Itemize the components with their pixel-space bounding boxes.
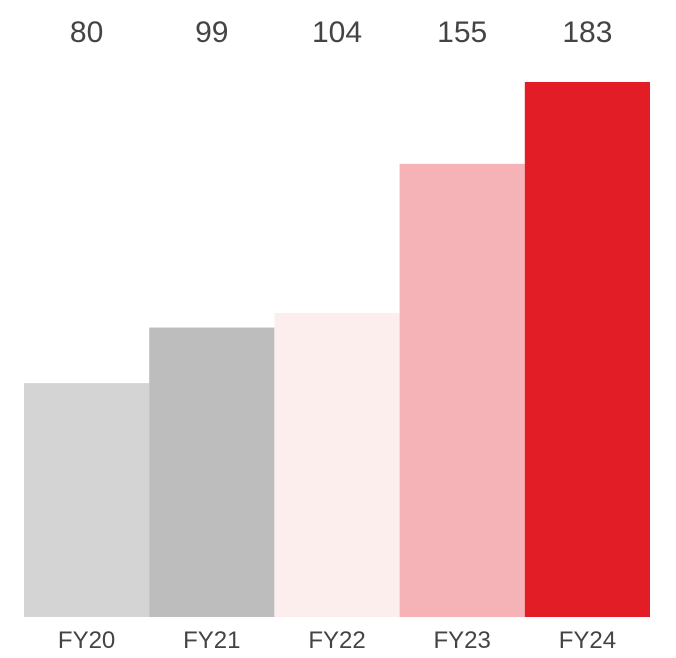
bars-group — [24, 82, 650, 618]
bar-fy20 — [24, 383, 150, 617]
x-tick-label-fy21: FY21 — [183, 627, 240, 654]
bar-fy22 — [274, 312, 400, 617]
value-label-fy22: 104 — [312, 16, 362, 49]
bar-fy24 — [524, 82, 650, 617]
x-tick-label-fy23: FY23 — [434, 627, 491, 654]
value-label-fy20: 80 — [70, 16, 103, 49]
value-label-fy24: 183 — [562, 16, 612, 49]
bar-fy21 — [149, 327, 275, 617]
bar-fy23 — [399, 163, 525, 618]
x-tick-labels-group: FY20 FY21 FY22 FY23 FY24 — [58, 627, 616, 654]
x-tick-label-fy22: FY22 — [308, 627, 365, 654]
x-tick-label-fy20: FY20 — [58, 627, 115, 654]
value-label-fy23: 155 — [437, 16, 487, 49]
value-label-fy21: 99 — [195, 16, 228, 49]
value-labels-group: 80 99 104 155 183 — [70, 16, 613, 49]
x-tick-label-fy24: FY24 — [559, 627, 616, 654]
